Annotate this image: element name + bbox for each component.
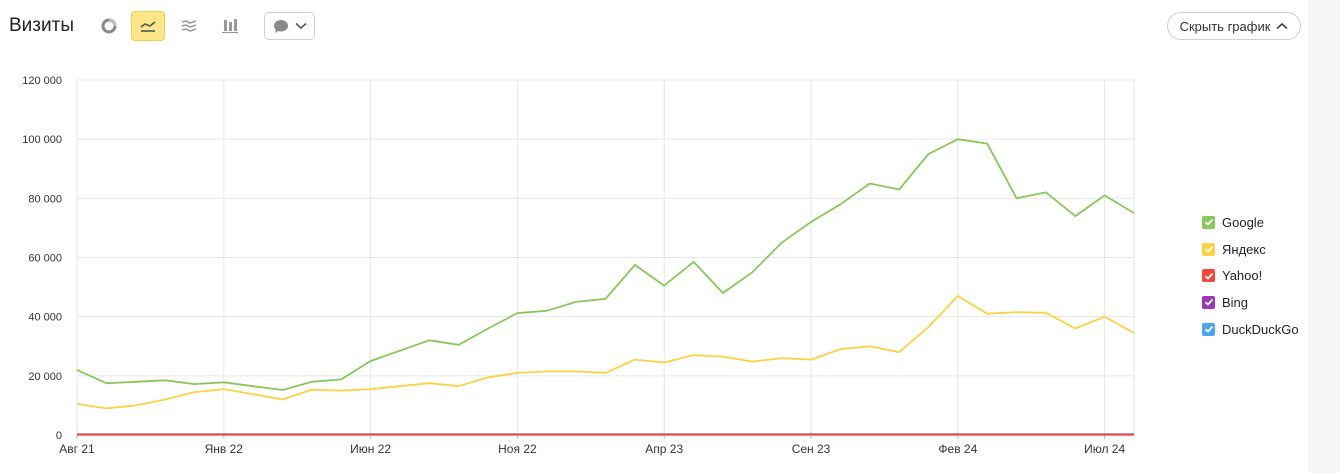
y-tick-label: 0 <box>56 430 62 442</box>
checkbox-checked-icon[interactable] <box>1202 269 1215 283</box>
y-tick-label: 120 000 <box>22 75 62 87</box>
chart-header: Визиты Скр <box>0 0 1340 52</box>
line-chart-button[interactable] <box>131 11 165 41</box>
legend-label: Яндекс <box>1222 241 1266 257</box>
stacked-bar-icon <box>222 19 238 34</box>
stacked-bar-button[interactable] <box>213 11 247 41</box>
x-tick-label: Ноя 22 <box>498 442 537 456</box>
checkbox-checked-icon[interactable] <box>1202 242 1215 256</box>
legend-item[interactable]: Яндекс <box>1202 236 1299 263</box>
pie-chart-icon <box>101 18 117 34</box>
legend-item[interactable]: Google <box>1202 209 1299 236</box>
legend-label: Bing <box>1222 294 1249 310</box>
hide-chart-label: Скрыть график <box>1179 18 1271 34</box>
x-tick-label: Янв 22 <box>205 442 244 456</box>
legend-item[interactable]: Bing <box>1202 289 1299 316</box>
stacked-area-button[interactable] <box>172 11 206 41</box>
x-tick-label: Июн 22 <box>350 442 391 456</box>
y-tick-label: 80 000 <box>28 193 62 205</box>
series-line-google <box>76 138 1135 391</box>
x-tick-label: Фев 24 <box>938 442 977 456</box>
x-tick-label: Сен 23 <box>792 442 831 456</box>
y-tick-label: 60 000 <box>28 253 62 265</box>
x-tick-label: Июл 24 <box>1084 442 1125 456</box>
chart-title: Визиты <box>9 15 74 36</box>
series-line-яндекс <box>76 295 1135 410</box>
x-tick-label: Авг 21 <box>59 442 95 456</box>
y-tick-label: 100 000 <box>22 134 62 146</box>
y-tick-label: 20 000 <box>28 371 62 383</box>
line-chart-icon <box>140 21 156 32</box>
legend-label: DuckDuckGo <box>1222 321 1299 337</box>
chevron-up-icon <box>1276 22 1288 30</box>
pie-chart-button[interactable] <box>92 11 126 41</box>
y-tick-label: 40 000 <box>28 312 62 324</box>
chart-legend: Google Яндекс Yahoo! Bing DuckDuckGo <box>1202 209 1299 342</box>
hide-chart-button[interactable]: Скрыть график <box>1167 12 1301 40</box>
checkbox-checked-icon[interactable] <box>1202 215 1215 229</box>
line-chart: 0 20 000 40 000 60 000 80 000 100 000 120 000 А… <box>22 75 1135 456</box>
scrollbar-track[interactable] <box>1308 0 1340 473</box>
legend-item[interactable]: Yahoo! <box>1202 262 1299 289</box>
stacked-area-icon <box>181 20 197 32</box>
chevron-down-icon <box>294 22 307 30</box>
legend-label: Google <box>1222 214 1264 230</box>
annotations-dropdown[interactable] <box>264 12 315 40</box>
legend-item[interactable]: DuckDuckGo <box>1202 316 1299 343</box>
checkbox-checked-icon[interactable] <box>1202 322 1215 336</box>
checkbox-checked-icon[interactable] <box>1202 295 1215 309</box>
legend-label: Yahoo! <box>1222 268 1263 284</box>
annotation-icon <box>273 19 288 33</box>
x-tick-label: Апр 23 <box>645 442 683 456</box>
